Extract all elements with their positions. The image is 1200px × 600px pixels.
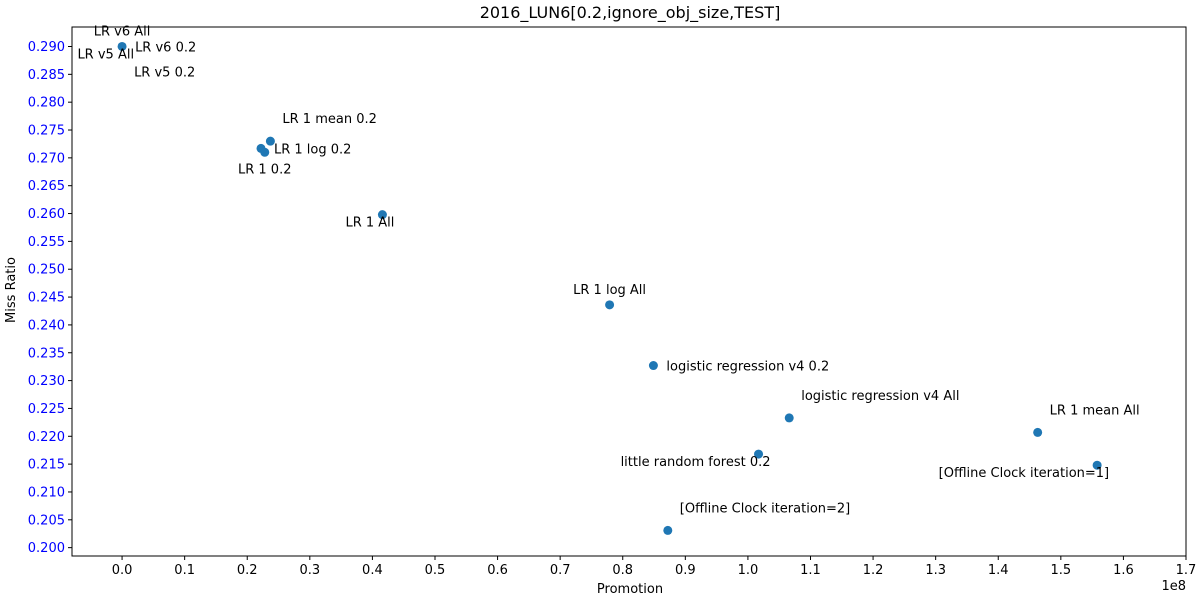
data-point — [784, 413, 794, 423]
y-tick-label: 0.215 — [28, 458, 65, 473]
point-label: [Offline Clock iteration=2] — [680, 501, 850, 516]
y-tick-label: 0.210 — [28, 485, 65, 500]
chart-title: 2016_LUN6[0.2,ignore_obj_size,TEST] — [480, 3, 781, 23]
point-label: LR 1 log All — [573, 283, 646, 298]
y-tick-label: 0.265 — [28, 179, 65, 194]
x-axis: 0.0 0.1 0.2 0.3 0.4 0.5 0.6 0.7 0.8 0.9 1.0 1.1 1.2 1… — [112, 556, 1197, 578]
y-tick-label: 0.235 — [28, 346, 65, 361]
x-tick-label: 1.0 — [738, 563, 759, 578]
y-axis-title: Miss Ratio — [4, 257, 19, 323]
y-tick-label: 0.250 — [28, 263, 65, 278]
data-point — [648, 361, 658, 371]
y-tick-label: 0.255 — [28, 235, 65, 250]
point-label: little random forest 0.2 — [621, 455, 771, 470]
x-tick-label: 0.1 — [174, 563, 195, 578]
y-tick-label: 0.220 — [28, 430, 65, 445]
data-point — [117, 41, 127, 51]
y-tick-label: 0.270 — [28, 151, 65, 166]
y-tick-label: 0.200 — [28, 541, 65, 556]
x-tick-label: 0.7 — [550, 563, 571, 578]
y-axis: 0.200 0.205 0.210 0.215 0.220 0.225 0.230 0.235… — [28, 40, 72, 556]
point-label: LR v6 0.2 — [135, 40, 196, 55]
y-tick-label: 0.280 — [28, 96, 65, 111]
x-tick-label: 0.5 — [425, 563, 446, 578]
data-point — [1033, 427, 1043, 437]
x-tick-label: 1.6 — [1113, 563, 1134, 578]
point-label: LR v5 All — [77, 47, 134, 62]
x-tick-label: 0.6 — [487, 563, 508, 578]
data-point — [754, 449, 764, 459]
point-labels: LR v6 All LR v5 All LR v6 0.2 LR v5 0.2 LR 1… — [77, 24, 1139, 516]
data-point — [605, 300, 615, 310]
y-tick-label: 0.240 — [28, 318, 65, 333]
y-tick-label: 0.205 — [28, 513, 65, 528]
y-tick-label: 0.260 — [28, 207, 65, 222]
point-label: [Offline Clock iteration=1] — [939, 466, 1109, 481]
point-label: logistic regression v4 0.2 — [666, 360, 829, 375]
point-label: LR 1 mean 0.2 — [282, 112, 377, 127]
point-label: LR v5 0.2 — [134, 65, 195, 80]
x-axis-title: Promotion — [597, 582, 663, 597]
data-point — [260, 147, 270, 157]
data-point — [663, 525, 673, 535]
x-tick-label: 0.8 — [612, 563, 633, 578]
x-tick-label: 1.5 — [1050, 563, 1071, 578]
y-tick-label: 0.225 — [28, 402, 65, 417]
x-tick-label: 1.4 — [988, 563, 1009, 578]
point-label: LR 1 0.2 — [238, 162, 292, 177]
point-label: LR 1 log 0.2 — [274, 142, 351, 157]
plot-border — [71, 26, 1187, 557]
y-tick-label: 0.275 — [28, 124, 65, 139]
x-tick-label: 1.2 — [863, 563, 884, 578]
point-label: logistic regression v4 All — [801, 389, 959, 404]
x-tick-label: 1.3 — [925, 563, 946, 578]
y-tick-label: 0.285 — [28, 68, 65, 83]
x-tick-label: 0.4 — [362, 563, 383, 578]
point-label: LR v6 All — [94, 24, 151, 39]
y-tick-label: 0.290 — [28, 40, 65, 55]
y-tick-label: 0.245 — [28, 291, 65, 306]
x-tick-label: 1.1 — [800, 563, 821, 578]
data-point — [265, 136, 275, 146]
x-tick-label: 0.2 — [237, 563, 258, 578]
x-tick-label: 0.9 — [675, 563, 696, 578]
x-tick-label: 0.0 — [112, 563, 133, 578]
plot-area — [71, 26, 1187, 557]
x-tick-label: 1.7 — [1176, 563, 1197, 578]
point-label: LR 1 All — [345, 216, 394, 231]
x-axis-offset-label: 1e8 — [1161, 579, 1186, 594]
data-point — [377, 210, 387, 220]
data-points — [117, 41, 1102, 535]
data-point — [1092, 460, 1102, 470]
point-label: LR 1 mean All — [1050, 403, 1140, 418]
x-tick-label: 0.3 — [299, 563, 320, 578]
y-tick-label: 0.230 — [28, 374, 65, 389]
